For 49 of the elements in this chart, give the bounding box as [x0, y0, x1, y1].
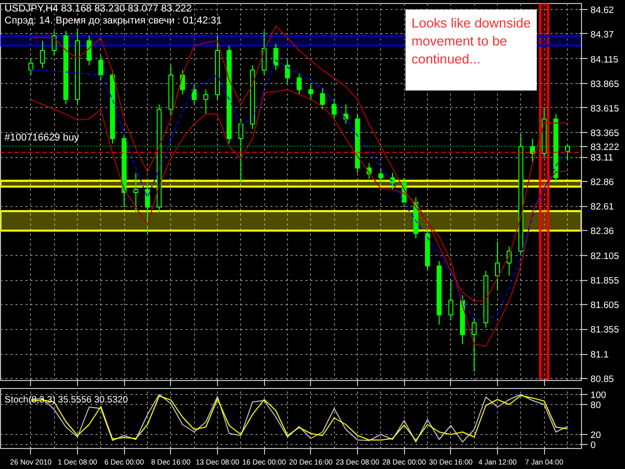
y-tick-label: 82.105 [590, 251, 620, 262]
candlestick [530, 138, 535, 164]
annotation: Looks like downside movement to be continued... [412, 16, 531, 66]
y-tick-label: 83.11 [590, 152, 614, 163]
candlestick [86, 35, 92, 66]
candlestick [262, 30, 267, 76]
candlestick [308, 84, 314, 100]
candlestick [133, 172, 138, 213]
y-tick-label: 80.85 [590, 374, 614, 384]
y-tick-label: 84.115 [590, 54, 618, 64]
candlestick [378, 168, 384, 184]
candlestick [145, 182, 150, 234]
text: Спрэд: 14. Время до закрытия свечи : 01:42:31 [4, 16, 222, 26]
chart-title: USDJPY,H4 83.168 83.230 83.077 83.222 [4, 4, 192, 14]
y-tick-label: 83.365 [590, 128, 620, 138]
candlestick [320, 87, 325, 110]
y-tick-label: 84.37 [590, 29, 614, 40]
y-tick-label: 0 [590, 440, 596, 450]
y-tick-label: 82.61 [590, 202, 614, 212]
candlestick [565, 144, 570, 161]
candlestick [448, 280, 454, 320]
y-tick-label: 84.62 [590, 4, 614, 15]
candlestick [343, 104, 348, 124]
y-tick-label: 83.615 [590, 103, 620, 114]
candlestick [98, 54, 104, 80]
y-tick-label: 81.855 [590, 276, 620, 286]
y-tick-label: 83.865 [590, 78, 620, 89]
candlestick [472, 317, 477, 372]
ref-line-label: 83.222 [590, 142, 620, 152]
candlestick [52, 30, 57, 56]
candlestick [40, 40, 45, 69]
candlestick [273, 43, 278, 71]
y-tick-label: 80 [590, 400, 601, 410]
candlestick [28, 58, 34, 76]
candlestick [285, 60, 290, 84]
y-tick-label: 81.605 [590, 300, 620, 310]
candlestick [203, 89, 208, 115]
candlestick [238, 118, 244, 184]
y-tick-label: 82.86 [590, 177, 614, 188]
y-tick-label: 82.36 [590, 226, 614, 236]
candlestick [296, 72, 302, 96]
y-tick-label: 20 [590, 430, 601, 440]
y-tick-label: 81.355 [590, 324, 620, 335]
y-tick-label: 81.1 [590, 350, 609, 360]
candlestick [332, 98, 337, 120]
candlestick [495, 240, 500, 291]
ref-line-label: #100716629 buy [4, 132, 80, 144]
y-tick-label: 100 [590, 390, 606, 400]
candlestick [192, 84, 197, 105]
